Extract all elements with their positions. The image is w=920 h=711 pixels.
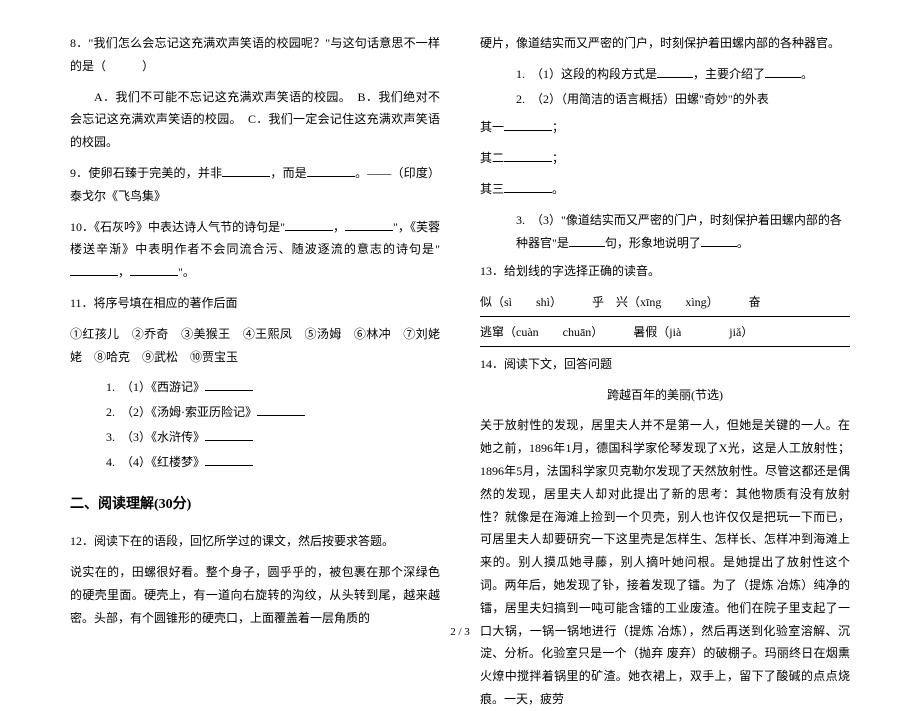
q10-blank-2[interactable]	[345, 218, 393, 231]
q10-blank-4[interactable]	[130, 263, 178, 276]
q9: 9．使卵石臻于完美的，并非，而是。——（印度）泰戈尔《飞鸟集》	[70, 162, 440, 208]
q8-options: A．我们不可能不忘记这充满欢声笑语的校园。 B．我们绝对不会忘记这充满欢声笑语的…	[70, 86, 440, 154]
qi-2: 其二；	[480, 147, 850, 170]
q11-item-1: 1. （1）《西游记》	[70, 376, 440, 399]
q11-item-3: 3. （3）《水浒传》	[70, 426, 440, 449]
qi-3-blank[interactable]	[504, 180, 552, 193]
q11-item-2-blank[interactable]	[257, 403, 305, 416]
qi-2-label: 其二	[480, 151, 504, 165]
q11-item-1-label: 1. （1）《西游记》	[106, 380, 205, 394]
q13-row-2: 逃窜（cuàn chuān） 暑假（jià jiǎ）	[480, 321, 850, 347]
q10-text-e: "。	[178, 265, 195, 279]
q12-sub2: 2. （2）（用简洁的语言概括）田螺"奇妙"的外表	[480, 88, 850, 111]
q13-row-1: 似（sì shì） 乎 兴（xīng xìng） 奋	[480, 291, 850, 317]
q11-stem: 11．将序号填在相应的著作后面	[70, 292, 440, 315]
q12-sub3-blank-1[interactable]	[569, 234, 605, 247]
q12-sub1-blank-1[interactable]	[657, 65, 693, 78]
q12-sub1-c: 。	[801, 67, 813, 81]
q10-blank-3[interactable]	[70, 263, 118, 276]
q11-names: ①红孩儿 ②乔奇 ③美猴王 ④王熙凤 ⑤汤姆 ⑥林冲 ⑦刘姥姥 ⑧哈克 ⑨武松 …	[70, 323, 440, 369]
q10-text-b: ，	[333, 220, 345, 234]
q9-blank-1[interactable]	[222, 164, 270, 177]
q11-item-4-label: 4. （4）《红楼梦》	[106, 455, 205, 469]
q11-item-3-label: 3. （3）《水浒传》	[106, 430, 205, 444]
q11-item-4: 4. （4）《红楼梦》	[70, 451, 440, 474]
q12-passage-cont: 硬片，像道结实而又严密的门户，时刻保护着田螺内部的各种器官。	[480, 32, 850, 55]
q9-blank-2[interactable]	[307, 164, 355, 177]
q12-sub3-b: 句，形象地说明了	[605, 236, 701, 250]
q11-item-1-blank[interactable]	[205, 378, 253, 391]
q12-sub3: 3. （3）"像道结实而又严密的门户，时刻保护着田螺内部的各种器官"是句，形象地…	[480, 209, 850, 255]
q8-stem: 8．"我们怎么会忘记这充满欢声笑语的校园呢？"与这句话意思不一样的是（ ）	[70, 32, 440, 78]
q9-text-a: 9．使卵石臻于完美的，并非	[70, 166, 222, 180]
q14-title: 跨越百年的美丽(节选)	[480, 384, 850, 407]
q12-stem: 12．阅读下在的语段，回忆所学过的课文，然后按要求答题。	[70, 530, 440, 553]
q14-stem: 14．阅读下文，回答问题	[480, 353, 850, 376]
q12-passage: 说实在的，田螺很好看。整个身子，圆乎乎的，被包裹在那个深绿色的硬壳里面。硬壳上，…	[70, 561, 440, 629]
q13-stem: 13．给划线的字选择正确的读音。	[480, 260, 850, 283]
q11-item-2-label: 2. （2）《汤姆·索亚历险记》	[106, 405, 257, 419]
right-column: 硬片，像道结实而又严密的门户，时刻保护着田螺内部的各种器官。 1. （1）这段的…	[480, 32, 850, 612]
qi-3: 其三。	[480, 178, 850, 201]
q12-sub3-blank-2[interactable]	[701, 234, 737, 247]
q12-sub1: 1. （1）这段的构段方式是 ，主要介绍了 。	[480, 63, 850, 86]
section-2-heading: 二、阅读理解(30分)	[70, 492, 440, 519]
qi-1-label: 其一	[480, 120, 504, 134]
q10-text-d: ，	[118, 265, 130, 279]
q14-passage: 关于放射性的发现，居里夫人并不是第一人，但她是关键的一人。在她之前，1896年1…	[480, 414, 850, 710]
q12-sub1-blank-2[interactable]	[765, 65, 801, 78]
qi-2-blank[interactable]	[504, 149, 552, 162]
q10-blank-1[interactable]	[285, 218, 333, 231]
q10: 10．《石灰吟》中表达诗人气节的诗句是"，"，《芙蓉楼送辛渐》中表明作者不会同流…	[70, 216, 440, 284]
q12-sub3-c: 。	[737, 236, 749, 250]
qi-3-label: 其三	[480, 182, 504, 196]
qi-1-blank[interactable]	[504, 118, 552, 131]
page-number: 2 / 3	[0, 626, 920, 638]
q9-text-b: ，而是	[270, 166, 307, 180]
q11-item-4-blank[interactable]	[205, 453, 253, 466]
left-column: 8．"我们怎么会忘记这充满欢声笑语的校园呢？"与这句话意思不一样的是（ ） A．…	[70, 32, 440, 612]
q11-item-3-blank[interactable]	[205, 428, 253, 441]
q11-item-2: 2. （2）《汤姆·索亚历险记》	[70, 401, 440, 424]
qi-1: 其一；	[480, 116, 850, 139]
q12-sub1-a: 1. （1）这段的构段方式是	[516, 67, 657, 81]
q12-sub1-b: ，主要介绍了	[693, 67, 765, 81]
q10-text-a: 10．《石灰吟》中表达诗人气节的诗句是"	[70, 220, 285, 234]
